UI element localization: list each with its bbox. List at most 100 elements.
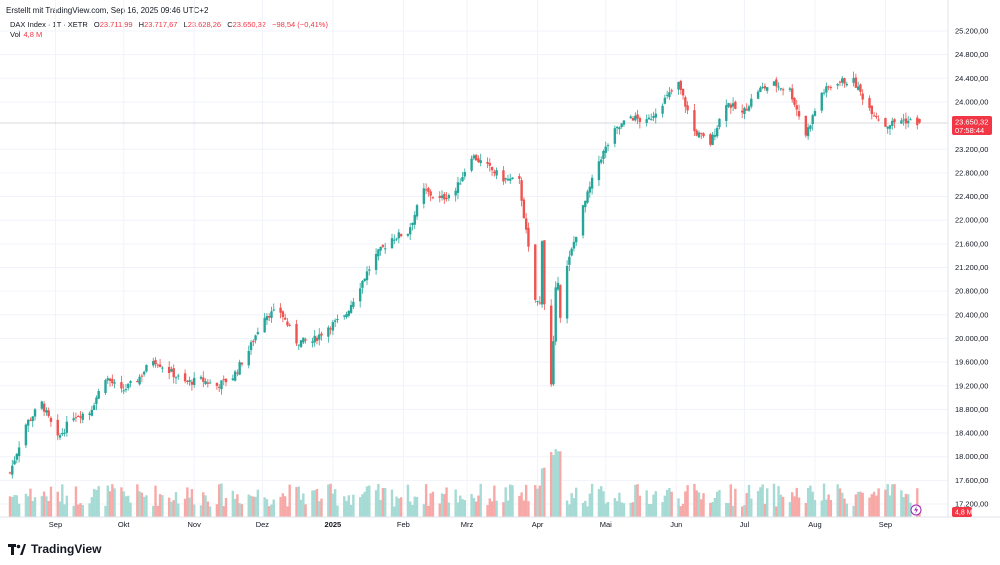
candle-body: [8, 472, 12, 474]
candle-body: [549, 305, 553, 385]
candle-body: [709, 134, 712, 145]
candle-body: [183, 373, 187, 382]
price-axis[interactable]: 25.200,00 24.800,00 24.400,00 24.000,00 23.2…: [955, 27, 988, 509]
close-value: 23.650,32: [232, 20, 266, 29]
volume-bar: [681, 503, 685, 517]
candle-body: [841, 78, 844, 83]
time-tick-label: Jun: [670, 520, 682, 529]
volume-bar: [288, 484, 291, 517]
volume-bar: [327, 484, 330, 517]
volume-bar: [13, 494, 16, 517]
candle-body: [763, 86, 767, 89]
volume-bar: [486, 505, 489, 517]
volume-bar: [31, 500, 34, 517]
candle-body: [825, 86, 828, 93]
candle-body: [77, 415, 80, 417]
volume-bar: [570, 493, 573, 517]
volume-bar: [868, 497, 871, 517]
volume-bar: [804, 502, 808, 517]
candle-body: [399, 234, 403, 237]
volume-bar: [345, 500, 348, 517]
time-tick-label: 2025: [325, 520, 342, 529]
volume-bar: [524, 484, 528, 517]
volume-bar: [793, 496, 796, 517]
candle-body: [329, 328, 332, 330]
volume-bar: [297, 486, 300, 517]
candle-body: [33, 409, 37, 417]
candle-body: [140, 375, 144, 377]
volume-bar: [311, 490, 314, 517]
candle-body: [347, 311, 351, 316]
open-value: 23.711,99: [99, 20, 133, 29]
volume-bar: [479, 483, 482, 517]
price-tick-label: 24.000,00: [955, 97, 988, 106]
volume-bar: [286, 506, 289, 517]
volume-bar: [670, 491, 673, 517]
volume-bar: [188, 497, 191, 517]
candle-body: [295, 324, 298, 344]
candle-body: [167, 366, 171, 374]
candle-body: [756, 91, 760, 99]
volume-bar: [281, 493, 285, 517]
candle-body: [256, 332, 260, 335]
candle-body: [365, 271, 369, 281]
volume-bar: [697, 492, 701, 517]
volume-bar: [490, 501, 494, 517]
volume-bar: [556, 451, 560, 517]
symbol-label[interactable]: DAX Index · 1T · XETR: [10, 20, 88, 29]
candle-body: [279, 307, 282, 313]
candle-body: [202, 377, 205, 382]
volume-bar: [456, 502, 460, 517]
volume-bar: [347, 495, 351, 517]
candle-body: [381, 244, 385, 247]
time-axis[interactable]: Sep Okt Nov Dez 2025 Feb Mrz Apr Mai Jun Jul Aug Sep: [49, 520, 892, 529]
candle-body: [645, 119, 648, 123]
candle-body: [622, 120, 626, 125]
volume-bar: [136, 484, 139, 517]
candle-body: [220, 380, 223, 390]
candle-body: [127, 383, 130, 389]
candle-body: [320, 333, 323, 336]
last-price-badge-countdown: 07:58:44: [955, 126, 984, 135]
candle-body: [590, 177, 594, 189]
volume-bar: [397, 498, 401, 517]
candle-body: [222, 379, 225, 381]
volume-bar: [63, 504, 66, 517]
candle-body: [845, 83, 848, 86]
candle-body: [843, 78, 846, 84]
volume-bar: [399, 497, 403, 517]
volume-bar: [472, 497, 476, 517]
volume-bar: [104, 505, 107, 517]
candle-body: [47, 410, 50, 417]
volume-bar: [411, 504, 414, 517]
candle-body: [602, 150, 605, 159]
candle-body: [479, 160, 482, 164]
candle-body: [422, 188, 426, 204]
volume-bar: [395, 496, 398, 517]
candle-body: [297, 344, 300, 346]
volume-bar: [761, 484, 764, 517]
candle-body: [856, 86, 860, 90]
price-tick-label: 22.000,00: [955, 216, 988, 225]
volume-bar: [734, 488, 737, 517]
tradingview-logo[interactable]: TradingView: [8, 542, 101, 556]
volume-bar: [856, 491, 860, 517]
candle-body: [868, 98, 871, 108]
candle-body: [358, 288, 362, 302]
candle-body: [204, 381, 207, 384]
candle-body: [877, 119, 880, 121]
volume-bar: [893, 484, 896, 517]
candle-body: [224, 378, 228, 383]
candle-body: [572, 241, 576, 249]
volume-bar: [709, 502, 712, 517]
volume-bar: [718, 489, 721, 517]
candle-body: [447, 195, 451, 199]
volume-bar: [365, 486, 369, 517]
volume-bar: [613, 498, 617, 517]
volume-bar: [167, 497, 171, 517]
volume-bar: [106, 485, 109, 517]
candle-body: [677, 82, 680, 90]
candle-body: [829, 87, 833, 89]
volume-bar: [841, 492, 844, 517]
